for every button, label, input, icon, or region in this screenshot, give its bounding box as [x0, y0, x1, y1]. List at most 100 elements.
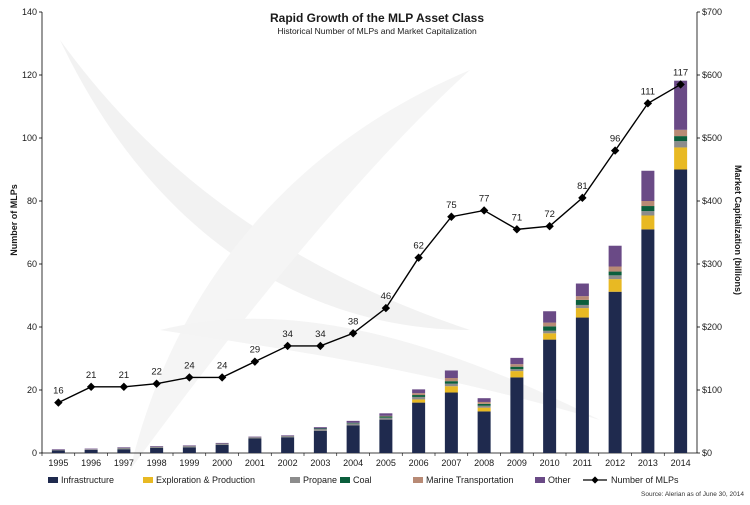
bar-segment-coal: [608, 271, 622, 276]
bar-segment-coal: [674, 136, 688, 142]
mlp-count-label: 81: [577, 181, 588, 192]
bar-segment-propane: [346, 423, 360, 426]
y-axis-right-label: Market Capitalization (billions): [733, 165, 743, 295]
mlp-count-label: 24: [184, 360, 195, 371]
y-left-tick-label: 80: [27, 196, 37, 206]
bar-segment-propane: [412, 396, 426, 400]
bar-segment-marine-transportation: [543, 322, 557, 327]
bar-segment-infrastructure: [674, 169, 688, 453]
bar-segment-other: [674, 80, 688, 130]
source-note: Source: Alerian as of June 30, 2014: [641, 491, 744, 498]
mlp-count-marker: [610, 146, 620, 155]
bar-segment-propane: [510, 369, 524, 372]
chart-title: Rapid Growth of the MLP Asset Class: [270, 11, 484, 25]
bar-segment-infrastructure: [346, 425, 360, 453]
mlp-count-label: 111: [641, 86, 655, 97]
mlp-count-marker: [578, 193, 587, 203]
mlp-count-label: 34: [282, 329, 293, 340]
legend-swatch: [48, 477, 58, 483]
bar-segment-infrastructure: [510, 377, 524, 453]
mlp-count-marker: [86, 382, 96, 392]
bar-segment-coal: [477, 403, 491, 406]
mlp-count-marker: [185, 373, 194, 382]
bar-segment-propane: [674, 141, 688, 148]
mlp-count-marker: [316, 341, 325, 351]
bar-segment-infrastructure: [608, 291, 622, 453]
bar-segment-marine-transportation: [379, 415, 393, 417]
bar-segment-infrastructure: [543, 339, 557, 453]
mlp-count-label: 96: [610, 134, 621, 145]
x-axis-ticks: 1995 1996 1997 1998 1999 2000 2001 2002 2003 2004…: [41, 453, 691, 468]
mlp-count-labels: 16 21 21 22 24 24 29 34 34 38 46 62 75 77 71 72 81 96 111 1…: [53, 67, 688, 396]
mlp-count-label: 24: [217, 360, 228, 371]
bar-segment-other: [346, 420, 360, 423]
mlp-count-label: 21: [86, 370, 97, 381]
bar-segment-infrastructure: [150, 447, 164, 453]
background-watermark: [60, 40, 600, 470]
bar-segment-other: [215, 442, 229, 444]
bar-segment-marine-transportation: [444, 378, 458, 382]
y-left-tick-label: 140: [22, 7, 37, 17]
mlp-count-marker: [479, 206, 489, 215]
legend-label: Propane: [303, 475, 337, 485]
bar-segment-other: [543, 311, 557, 323]
bar-segment-infrastructure: [641, 229, 655, 453]
mlp-count-label: 21: [119, 370, 130, 381]
bar-segment-marine-transportation: [477, 401, 491, 404]
y-axis-left-label: Number of MLPs: [9, 184, 19, 256]
mlp-count-label: 16: [53, 386, 64, 397]
bar-segment-propane: [444, 383, 458, 387]
bar-segment-coal: [313, 428, 327, 430]
legend-swatch: [340, 477, 350, 483]
legend-label: Other: [548, 475, 571, 485]
bar-segment-infrastructure: [215, 444, 229, 453]
x-tick-label: 2008: [474, 458, 494, 468]
y-right-tick-label: $100: [702, 385, 722, 395]
x-tick-label: 2012: [605, 458, 625, 468]
legend-label: Marine Transportation: [426, 475, 514, 485]
x-tick-label: 2011: [573, 458, 592, 468]
bar-segment-other: [182, 445, 196, 447]
mlp-count-label: 29: [250, 345, 261, 356]
bar-segment-infrastructure: [51, 450, 65, 453]
y-axis-right-ticks: $0 $100 $200 $300 $400 $500 $600 $700: [697, 7, 722, 458]
x-tick-label: 2001: [245, 458, 265, 468]
bar-segment-other: [84, 448, 98, 450]
x-tick-label: 2014: [671, 458, 691, 468]
bar-segment-other: [444, 370, 458, 379]
bar-segment-propane: [150, 446, 164, 448]
y-left-tick-label: 100: [22, 133, 37, 143]
legend-swatch: [290, 477, 300, 483]
mlp-count-line: [54, 80, 685, 407]
bar-segment-propane: [608, 275, 622, 280]
bar-segment-other: [575, 283, 589, 297]
mlp-count-marker: [217, 373, 227, 382]
bar-segment-propane: [313, 429, 327, 431]
bar-segment-other: [150, 446, 164, 447]
mlp-count-marker: [414, 253, 423, 262]
mlp-count-marker: [283, 341, 292, 351]
x-tick-label: 1999: [179, 458, 199, 468]
bar-segment-other: [608, 245, 622, 267]
x-tick-label: 1996: [81, 458, 101, 468]
bar-segment-other: [412, 389, 426, 394]
bar-segment-marine-transportation: [575, 296, 589, 300]
x-tick-label: 1997: [114, 458, 134, 468]
y-right-tick-label: $700: [702, 7, 722, 17]
bar-segment-infrastructure: [477, 411, 491, 453]
bar-segment-coal: [641, 206, 655, 212]
bar-segment-other: [641, 170, 655, 201]
mlp-count-label: 38: [348, 316, 359, 327]
mlp-count-line-path: [58, 83, 681, 404]
mlp-count-label: 117: [673, 67, 688, 78]
stacked-bars: [51, 80, 688, 453]
x-tick-label: 2002: [278, 458, 298, 468]
mlp-count-marker: [381, 303, 391, 313]
mlp-count-marker: [643, 99, 653, 108]
x-tick-label: 2005: [376, 458, 396, 468]
bar-segment-propane: [117, 447, 131, 450]
mlp-count-label: 22: [151, 367, 162, 378]
bar-segment-propane: [641, 211, 655, 216]
bar-segment-exploration-production: [641, 215, 655, 230]
bar-segment-infrastructure: [444, 392, 458, 453]
